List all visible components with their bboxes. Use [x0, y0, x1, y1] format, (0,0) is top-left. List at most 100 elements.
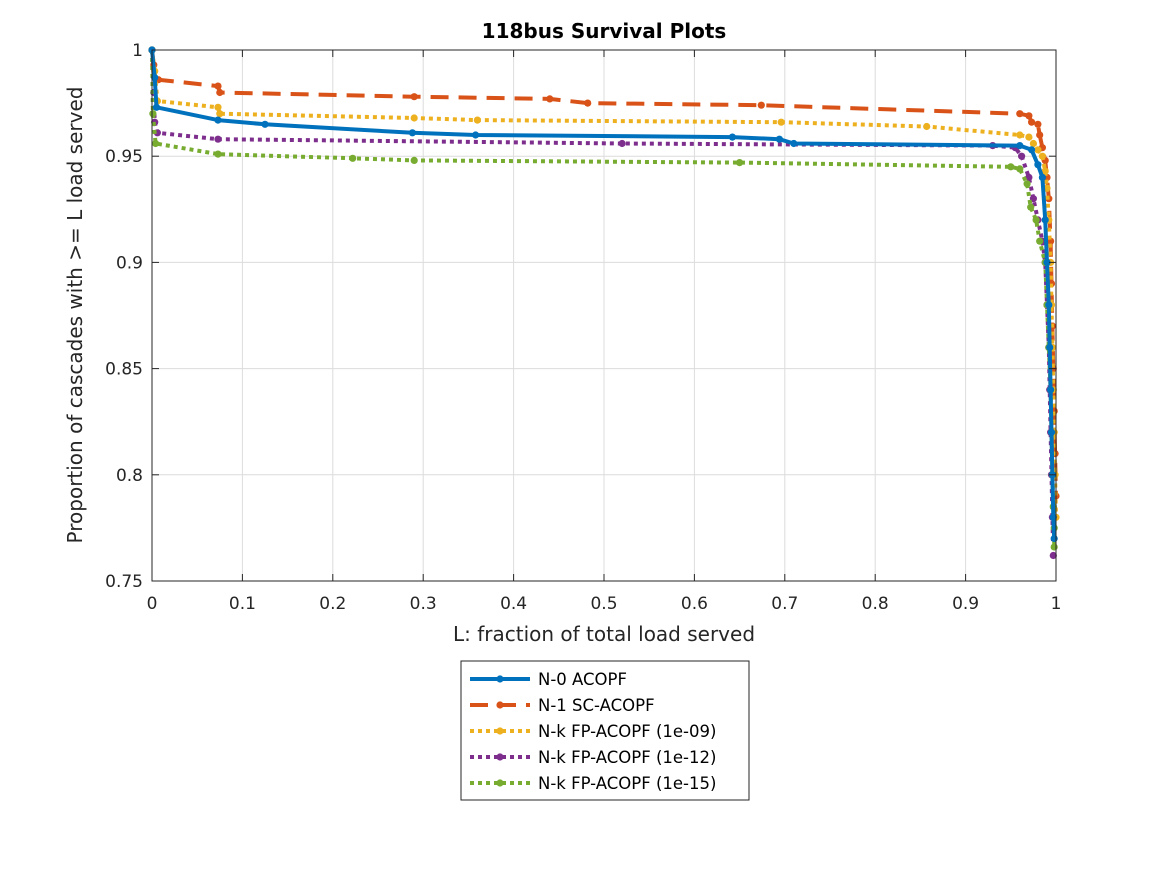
- series-point: [1049, 513, 1057, 521]
- x-tick-label: 0.4: [500, 594, 527, 614]
- series-point: [736, 159, 744, 167]
- x-tick-label: 0.6: [681, 594, 708, 614]
- legend-label: N-0 ACOPF: [538, 670, 627, 689]
- series-layer: [148, 46, 1060, 560]
- series-point: [1028, 118, 1036, 126]
- legend-swatch-marker: [496, 753, 504, 761]
- legend-item: N-0 ACOPF: [470, 670, 627, 689]
- legend: N-0 ACOPF N-1 SC-ACOPF N-k FP-ACOPF (1e-09…: [460, 660, 750, 801]
- series-point: [152, 139, 160, 148]
- series-point: [214, 150, 222, 158]
- series-point: [214, 116, 222, 124]
- series-point: [1018, 152, 1026, 160]
- series-point: [1047, 386, 1055, 394]
- x-tick-label: 0.7: [771, 594, 798, 614]
- legend-label: N-k FP-ACOPF (1e-09): [538, 722, 716, 741]
- series-point: [757, 101, 765, 109]
- series-point: [473, 116, 481, 124]
- y-tick-label: 0.8: [116, 466, 143, 486]
- series-point: [1028, 146, 1036, 154]
- series-point: [410, 114, 418, 122]
- series-line: [150, 49, 1057, 547]
- series-point: [1025, 112, 1033, 120]
- series-point: [410, 156, 418, 164]
- series-point: [1023, 180, 1031, 188]
- series-point: [1050, 534, 1058, 543]
- series-point: [1045, 301, 1053, 309]
- y-tick-label: 0.9: [116, 253, 143, 273]
- ticks: 0 0.1 0.2 0.3 0.4 0.5 0.6 0.7 0.8 0.9 1 0.75 0.8 0.85…: [105, 41, 1061, 614]
- series-point: [775, 135, 784, 143]
- series-point: [1034, 146, 1042, 154]
- legend-item: N-k FP-ACOPF (1e-09): [470, 722, 716, 741]
- series-point: [1025, 173, 1033, 181]
- series-point: [546, 95, 554, 103]
- series-point: [1016, 165, 1024, 173]
- series-point: [1034, 120, 1042, 128]
- x-tick-label: 0.1: [229, 594, 256, 614]
- series-point: [472, 131, 480, 139]
- legend-item: N-k FP-ACOPF (1e-15): [470, 774, 716, 793]
- series-point: [1041, 216, 1049, 224]
- series-point: [618, 139, 626, 148]
- series-point: [1041, 167, 1049, 175]
- legend-swatch-marker: [496, 701, 504, 709]
- series-point: [214, 82, 222, 90]
- y-tick-label: 0.75: [105, 572, 143, 592]
- y-tick-label: 1: [132, 41, 143, 61]
- series-point: [216, 88, 224, 97]
- series-point: [1050, 543, 1058, 551]
- series-point: [349, 154, 357, 162]
- legend-label: N-k FP-ACOPF (1e-12): [538, 748, 716, 767]
- legend-item: N-1 SC-ACOPF: [470, 696, 655, 715]
- series-point: [1038, 152, 1046, 160]
- series-point: [1016, 142, 1024, 150]
- series-point: [151, 74, 159, 82]
- y-tick-label: 0.95: [105, 147, 143, 167]
- series-point: [790, 139, 798, 148]
- legend-swatch-marker: [496, 675, 504, 683]
- x-tick-label: 1: [1051, 594, 1062, 614]
- x-tick-label: 0.3: [410, 594, 437, 614]
- series-point: [1025, 133, 1033, 141]
- series-point: [1029, 139, 1037, 148]
- x-tick-label: 0: [147, 594, 158, 614]
- series-point: [1043, 258, 1051, 266]
- legend-swatch-marker: [496, 727, 504, 735]
- series-point: [1047, 428, 1056, 436]
- series-point: [1034, 161, 1042, 169]
- series-point: [923, 122, 931, 131]
- series-point: [214, 135, 222, 143]
- x-tick-label: 0.8: [862, 594, 889, 614]
- x-axis-label: L: fraction of total load served: [453, 622, 755, 646]
- series-point: [728, 133, 737, 141]
- series-point: [1036, 131, 1044, 139]
- x-tick-label: 0.5: [590, 594, 617, 614]
- y-tick-label: 0.85: [105, 360, 143, 380]
- series-point: [149, 110, 157, 118]
- series-point: [1032, 216, 1040, 224]
- legend-label: N-1 SC-ACOPF: [538, 696, 655, 715]
- series-point: [584, 99, 592, 107]
- series-point: [1016, 131, 1024, 139]
- series-point: [408, 129, 416, 137]
- series-point: [1027, 203, 1035, 211]
- series-point: [216, 110, 224, 118]
- series-point: [1046, 343, 1054, 351]
- series-0: [148, 46, 1058, 543]
- y-axis-label: Proportion of cascades with >= L load se…: [63, 87, 87, 544]
- legend-item: N-k FP-ACOPF (1e-12): [470, 748, 716, 767]
- series-point: [410, 93, 418, 101]
- legend-label: N-k FP-ACOPF (1e-15): [538, 774, 716, 793]
- legend-swatch-marker: [496, 779, 504, 787]
- series-point: [777, 118, 785, 126]
- chart-title: 118bus Survival Plots: [482, 19, 727, 43]
- legend-box: [460, 660, 750, 801]
- series-point: [1049, 551, 1057, 560]
- series-point: [1036, 237, 1044, 245]
- x-tick-label: 0.9: [952, 594, 979, 614]
- series-point: [1016, 110, 1024, 118]
- series-point: [261, 120, 269, 128]
- series-point: [1007, 163, 1015, 171]
